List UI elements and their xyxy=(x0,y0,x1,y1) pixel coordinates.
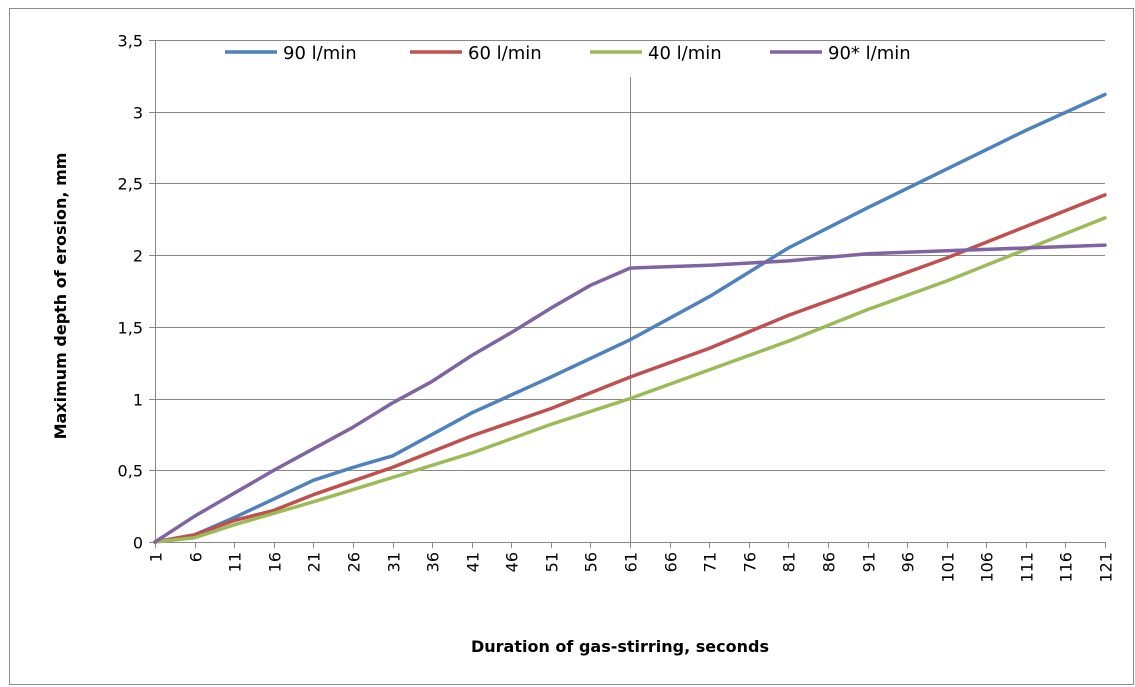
x-tick-label: 81 xyxy=(780,552,799,572)
x-tick-label: 16 xyxy=(266,552,285,572)
x-tick-label: 56 xyxy=(582,552,601,572)
x-tick-label: 26 xyxy=(345,552,364,572)
x-tick-label: 86 xyxy=(820,552,839,572)
x-tick-label: 21 xyxy=(305,552,324,572)
x-tick-label: 96 xyxy=(899,552,918,572)
y-tick-label: 3 xyxy=(133,104,143,123)
y-tick-label: 0,5 xyxy=(118,462,143,481)
x-tick-label: 51 xyxy=(543,552,562,572)
series-line xyxy=(153,92,1107,544)
legend-label: 90* l/min xyxy=(828,43,911,64)
series-line xyxy=(153,216,1107,544)
legend-label: 60 l/min xyxy=(468,43,542,64)
y-tick-label: 2 xyxy=(133,247,143,266)
series-line xyxy=(153,243,1107,544)
x-tick-label: 71 xyxy=(701,552,720,572)
chart-frame xyxy=(9,8,1134,685)
legend-label: 90 l/min xyxy=(283,43,357,64)
legend-label: 40 l/min xyxy=(648,43,722,64)
x-axis-title: Duration of gas-stirring, seconds xyxy=(471,637,769,656)
x-tick-label: 31 xyxy=(385,552,404,572)
x-tick-label: 116 xyxy=(1057,552,1076,583)
y-tick-label: 0 xyxy=(133,534,143,553)
x-tick-label: 76 xyxy=(741,552,760,572)
x-tick-label: 1 xyxy=(147,552,166,562)
x-tick-label: 121 xyxy=(1097,552,1116,583)
x-tick-label: 41 xyxy=(464,552,483,572)
x-tick-label: 101 xyxy=(939,552,958,583)
x-tick-label: 106 xyxy=(978,552,997,583)
y-tick-label: 3,5 xyxy=(118,32,143,51)
x-tick-label: 66 xyxy=(662,552,681,572)
x-tick-label: 111 xyxy=(1018,552,1037,583)
x-tick-label: 46 xyxy=(503,552,522,572)
x-tick-label: 61 xyxy=(622,552,641,572)
y-tick-label: 2,5 xyxy=(118,175,143,194)
x-tick-label: 36 xyxy=(424,552,443,572)
y-tick-label: 1,5 xyxy=(118,319,143,338)
y-tick-label: 1 xyxy=(133,391,143,410)
series-line xyxy=(153,193,1107,544)
y-axis-title: Maximum depth of erosion, mm xyxy=(51,153,70,440)
x-tick-label: 11 xyxy=(226,552,245,572)
x-tick-label: 6 xyxy=(187,552,206,562)
x-tick-label: 91 xyxy=(860,552,879,572)
